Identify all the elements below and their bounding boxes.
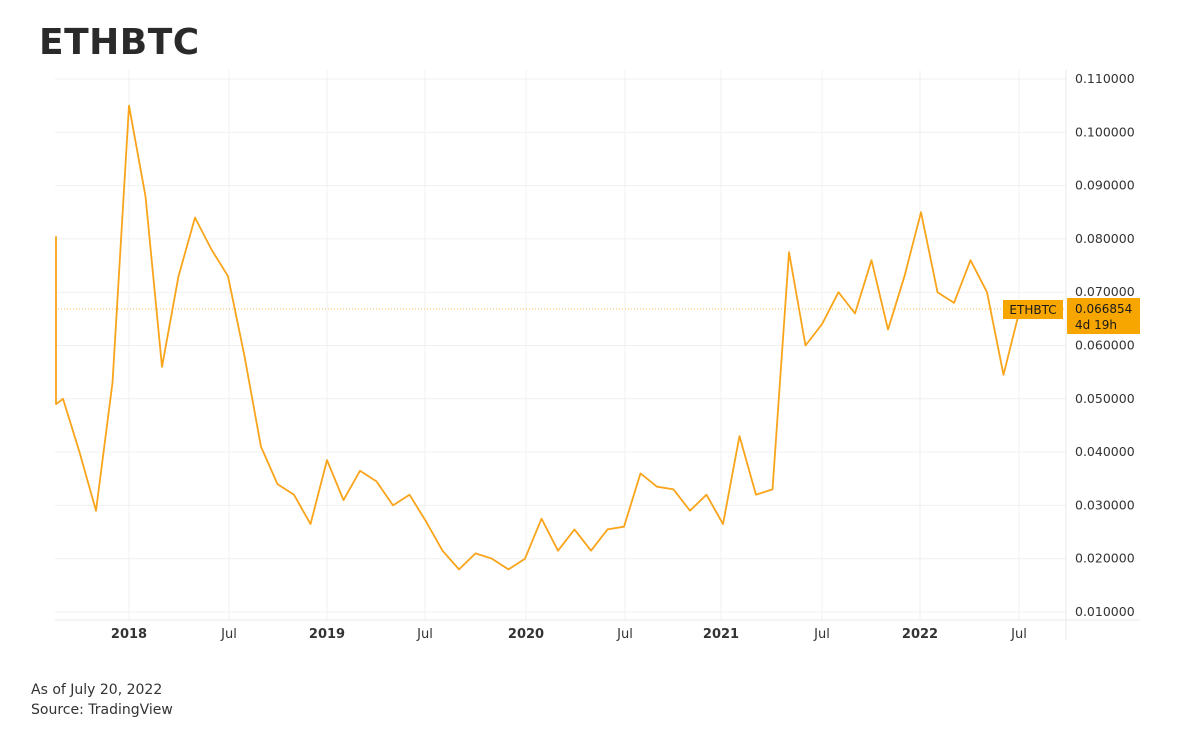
price-badge-countdown: 4d 19h [1075, 318, 1117, 332]
line-chart: 0.110000 0.100000 0.090000 0.080000 0.070000… [55, 70, 1140, 642]
x-tick-label: 2021 [703, 627, 739, 642]
y-tick-label: 0.100000 [1075, 124, 1135, 139]
x-tick-label: 2020 [508, 627, 544, 642]
chart-footer: As of July 20, 2022 Source: TradingView [31, 680, 173, 720]
y-tick-label: 0.090000 [1075, 178, 1135, 193]
y-tick-label: 0.080000 [1075, 231, 1135, 246]
grid-lines [55, 70, 1066, 620]
y-tick-label: 0.110000 [1075, 71, 1135, 86]
y-tick-label: 0.050000 [1075, 391, 1135, 406]
price-badge-value: 0.066854 [1075, 302, 1132, 316]
y-tick-label: 0.070000 [1075, 284, 1135, 299]
x-tick-label: Jul [220, 627, 237, 642]
y-axis-ticks: 0.110000 0.100000 0.090000 0.080000 0.070000… [1075, 71, 1135, 619]
y-tick-label: 0.040000 [1075, 444, 1135, 459]
y-tick-label: 0.030000 [1075, 497, 1135, 512]
x-tick-label: Jul [416, 627, 433, 642]
x-tick-label: 2018 [111, 627, 147, 642]
y-tick-label: 0.060000 [1075, 338, 1135, 353]
x-tick-label: Jul [813, 627, 830, 642]
symbol-badge-label: ETHBTC [1009, 303, 1056, 317]
symbol-badge: ETHBTC [1003, 300, 1063, 319]
as-of-date: As of July 20, 2022 [31, 682, 163, 698]
chart-title: ETHBTC [39, 22, 200, 63]
x-tick-label: Jul [1010, 627, 1027, 642]
x-tick-label: 2022 [902, 627, 938, 642]
price-badge: 0.066854 4d 19h [1067, 298, 1140, 334]
x-tick-label: 2019 [309, 627, 345, 642]
x-tick-label: Jul [616, 627, 633, 642]
x-axis-ticks: 2018 Jul 2019 Jul 2020 Jul 2021 Jul 2022 Jul [111, 627, 1027, 642]
y-tick-label: 0.010000 [1075, 604, 1135, 619]
ethbtc-price-line [55, 104, 1021, 571]
source-note: Source: TradingView [31, 702, 173, 718]
y-tick-label: 0.020000 [1075, 551, 1135, 566]
